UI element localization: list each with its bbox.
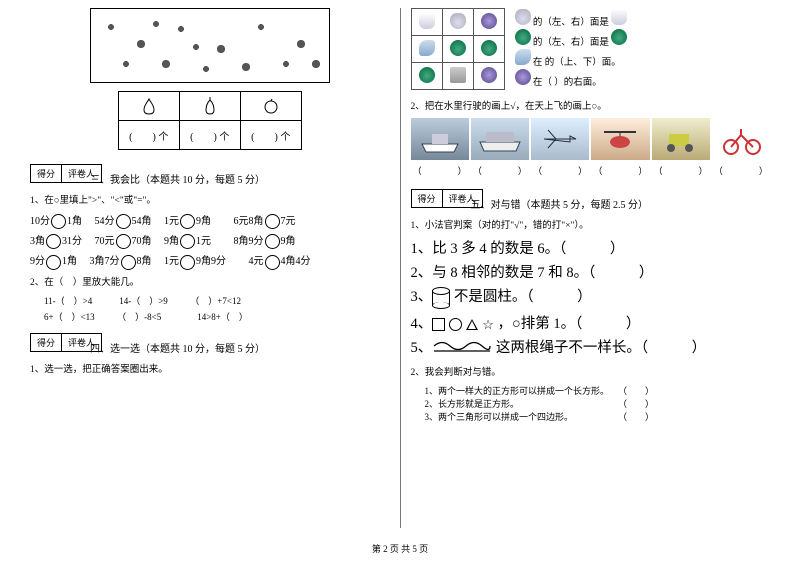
- cylinder-icon: [432, 287, 450, 309]
- page-body: ( ) 个 ( ) 个 ( ) 个 得分 评卷人 三、我会比（本题共 10 分，…: [0, 0, 800, 540]
- section-4-title: 四、选一选（本题共 10 分，每题 5 分）: [90, 340, 390, 355]
- wave-icon: [432, 339, 492, 358]
- q4-1-text: 1、选一选，把正确答案圈出来。: [30, 361, 390, 375]
- vehicle-blanks[interactable]: （ ）（ ）（ ）（ ）（ ）（ ）: [411, 164, 771, 177]
- fruit-illustration-box: [90, 8, 330, 83]
- compare-row-3[interactable]: 9分1角 3角7分8角 1元9角9分 4元4角4分: [30, 252, 390, 269]
- grape-icon: [481, 13, 497, 29]
- pine-icon: [481, 67, 497, 83]
- q-vehicles-text: 2、把在水里行驶的画上√，在天上飞的画上○。: [411, 94, 771, 112]
- garlic-header: [179, 92, 240, 121]
- tf-5[interactable]: 5、 这两根绳子不一样长。（ ）: [411, 336, 771, 358]
- tf-1[interactable]: 1、比 3 多 4 的数是 6。（ ）: [411, 237, 771, 258]
- ship1-icon: [411, 118, 469, 160]
- q3-1-text: 1、在○里填上">"、"<"或"="。: [30, 192, 390, 206]
- apple-header: [240, 92, 301, 121]
- tf-2[interactable]: 2、与 8 相邻的数是 7 和 8。（ ）: [411, 261, 771, 282]
- apple-icon: [450, 40, 466, 56]
- pear-icon: [515, 9, 531, 25]
- ball-icon: [419, 67, 435, 83]
- vehicle-images[interactable]: [411, 118, 771, 160]
- score-label: 得分: [412, 190, 443, 207]
- pear-header: [118, 92, 179, 121]
- section-3-title: 三、我会比（本题共 10 分，每题 5 分）: [90, 171, 390, 186]
- position-grid: [411, 8, 505, 90]
- vase-icon: [611, 9, 627, 25]
- helicopter-icon: [591, 118, 649, 160]
- pear-icon: [450, 13, 466, 29]
- q5-1-text: 1、小法官判案（对的打"√"，错的打"×"）。: [411, 217, 771, 231]
- apple-icon: [515, 29, 531, 45]
- tf-3[interactable]: 3、 不是圆柱。（ ）: [411, 285, 771, 309]
- fish-icon: [419, 40, 435, 56]
- count-cell-1[interactable]: ( ) 个: [118, 121, 179, 150]
- count-cell-2[interactable]: ( ) 个: [179, 121, 240, 150]
- compare-row-1[interactable]: 10分1角 54分54角 1元9角 6元8角7元: [30, 212, 390, 229]
- leaf-icon: [611, 29, 627, 45]
- section-5-header: 得分 评卷人 五、对与错（本题共 5 分，每题 2.5 分）: [411, 189, 771, 211]
- fill-row-1[interactable]: 11-（ ）>4 14-（ ）>9 （ ）+7<12: [44, 294, 390, 307]
- score-label: 得分: [31, 165, 62, 182]
- position-question: 的（左、右）面是 的（左、右）面是 在 的（上、下）面。 在（ ）的右面。: [411, 8, 771, 90]
- car-icon: [450, 67, 466, 83]
- right-column: 的（左、右）面是 的（左、右）面是 在 的（上、下）面。 在（ ）的右面。 2、…: [401, 8, 781, 540]
- leaf-icon: [481, 40, 497, 56]
- section-3-header: 得分 评卷人 三、我会比（本题共 10 分，每题 5 分）: [30, 164, 390, 186]
- tf-4[interactable]: 4、☆ ，○排第 1。（ ）: [411, 312, 771, 333]
- page-footer: 第 2 页 共 5 页: [0, 540, 800, 555]
- section-4-header: 得分 评卷人 四、选一选（本题共 10 分，每题 5 分）: [30, 333, 390, 355]
- fill-row-2[interactable]: 6+（ ）<13 （ ）-8<5 14>8+（ ）: [44, 310, 390, 323]
- compare-row-2[interactable]: 3角31分 70元70角 9角1元 8角9分9角: [30, 232, 390, 249]
- q5-2-text: 2、我会判断对与错。: [411, 364, 771, 378]
- ship2-icon: [471, 118, 529, 160]
- plane-icon: [531, 118, 589, 160]
- tf2-1[interactable]: 1、两个一样大的正方形可以拼成一个长方形。 （ ）: [425, 384, 771, 397]
- ebike-icon: [712, 118, 770, 160]
- pine-icon: [515, 69, 531, 85]
- shape-sequence: ☆: [432, 318, 494, 331]
- tf2-3[interactable]: 3、两个三角形可以拼成一个四边形。 （ ）: [425, 410, 771, 423]
- fish-icon: [515, 49, 531, 65]
- score-label: 得分: [31, 334, 62, 351]
- tf2-2[interactable]: 2、长方形就是正方形。 （ ）: [425, 397, 771, 410]
- count-cell-3[interactable]: ( ) 个: [240, 121, 301, 150]
- roller-icon: [652, 118, 710, 160]
- q3-2-text: 2、在（ ）里放大能几。: [30, 274, 390, 288]
- section-5-title: 五、对与错（本题共 5 分，每题 2.5 分）: [471, 196, 771, 211]
- left-column: ( ) 个 ( ) 个 ( ) 个 得分 评卷人 三、我会比（本题共 10 分，…: [20, 8, 400, 540]
- fruit-count-table: ( ) 个 ( ) 个 ( ) 个: [118, 91, 302, 150]
- vase-icon: [419, 13, 435, 29]
